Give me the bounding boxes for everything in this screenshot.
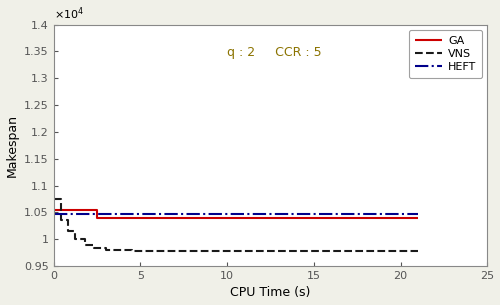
Text: q : 2     CCR : 5: q : 2 CCR : 5: [227, 46, 322, 59]
Line: VNS: VNS: [54, 199, 418, 251]
VNS: [50, 197, 56, 201]
VNS: [82, 237, 88, 241]
Line: GA: GA: [54, 210, 418, 218]
VNS: [415, 249, 421, 253]
Legend: GA, VNS, HEFT: GA, VNS, HEFT: [409, 30, 482, 78]
GA: [50, 208, 56, 211]
GA: [415, 216, 421, 220]
VNS: [64, 219, 70, 222]
GA: [94, 216, 100, 220]
Text: $\times\mathregular{10}^{\mathregular{4}}$: $\times\mathregular{10}^{\mathregular{4}…: [54, 5, 84, 22]
VNS: [103, 249, 109, 252]
X-axis label: CPU Time (s): CPU Time (s): [230, 286, 310, 300]
VNS: [72, 229, 78, 233]
VNS: [64, 229, 70, 233]
Y-axis label: Makespan: Makespan: [6, 114, 18, 177]
VNS: [129, 249, 135, 253]
VNS: [58, 219, 64, 222]
VNS: [82, 243, 88, 246]
GA: [94, 208, 100, 211]
VNS: [58, 197, 64, 201]
VNS: [129, 249, 135, 252]
VNS: [90, 243, 96, 246]
VNS: [72, 237, 78, 241]
VNS: [90, 246, 96, 250]
VNS: [103, 246, 109, 250]
